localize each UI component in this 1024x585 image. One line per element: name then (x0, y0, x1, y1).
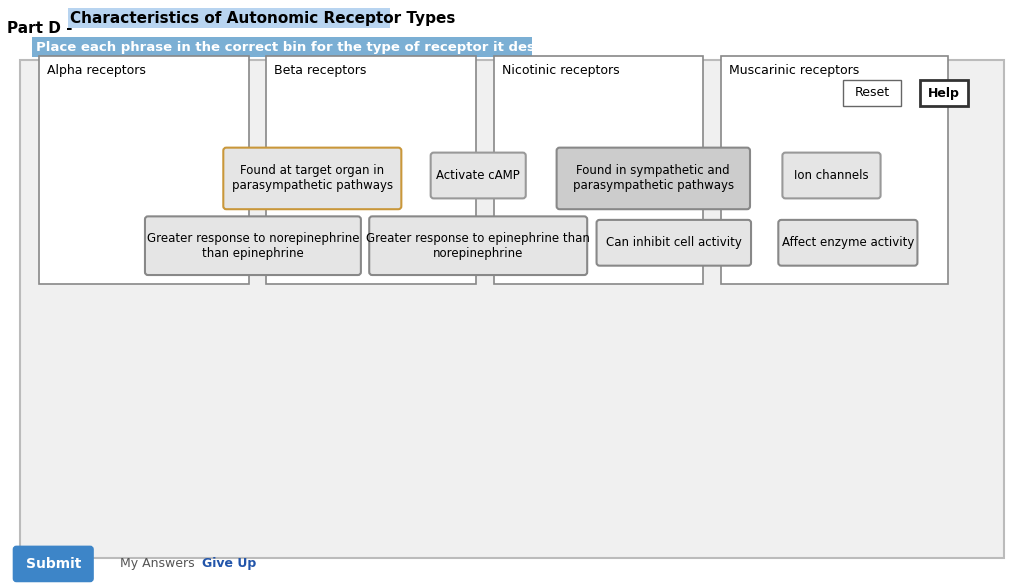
FancyBboxPatch shape (145, 216, 360, 275)
FancyBboxPatch shape (494, 56, 703, 284)
FancyBboxPatch shape (266, 56, 476, 284)
Text: Can inhibit cell activity: Can inhibit cell activity (606, 236, 741, 249)
FancyBboxPatch shape (557, 147, 750, 209)
Bar (20, 60, 1004, 558)
FancyBboxPatch shape (721, 56, 948, 284)
FancyBboxPatch shape (13, 546, 93, 581)
Text: Activate cAMP: Activate cAMP (436, 169, 520, 182)
Text: Characteristics of Autonomic Receptor Types: Characteristics of Autonomic Receptor Ty… (70, 11, 456, 26)
FancyBboxPatch shape (920, 80, 968, 106)
Bar (32, 37, 532, 57)
Text: Greater response to norepinephrine
than epinephrine: Greater response to norepinephrine than … (146, 232, 359, 260)
Text: Found in sympathetic and
parasympathetic pathways: Found in sympathetic and parasympathetic… (572, 164, 734, 192)
FancyBboxPatch shape (370, 216, 587, 275)
FancyBboxPatch shape (39, 56, 249, 284)
FancyBboxPatch shape (778, 220, 918, 266)
Text: Affect enzyme activity: Affect enzyme activity (781, 236, 914, 249)
Text: Nicotinic receptors: Nicotinic receptors (502, 64, 620, 77)
FancyBboxPatch shape (223, 147, 401, 209)
Text: Muscarinic receptors: Muscarinic receptors (729, 64, 859, 77)
Text: Found at target organ in
parasympathetic pathways: Found at target organ in parasympathetic… (231, 164, 393, 192)
Text: Alpha receptors: Alpha receptors (47, 64, 145, 77)
Bar (68, 8, 390, 28)
Text: Greater response to epinephrine than
norepinephrine: Greater response to epinephrine than nor… (367, 232, 590, 260)
Text: Beta receptors: Beta receptors (274, 64, 367, 77)
Text: Ion channels: Ion channels (795, 169, 868, 182)
FancyBboxPatch shape (782, 153, 881, 198)
Text: Give Up: Give Up (203, 558, 257, 570)
Text: My Answers: My Answers (121, 558, 195, 570)
FancyBboxPatch shape (431, 153, 525, 198)
Text: Part D -: Part D - (7, 21, 78, 36)
Text: Submit: Submit (26, 557, 81, 571)
Text: Help: Help (928, 87, 959, 99)
FancyBboxPatch shape (597, 220, 751, 266)
Text: Place each phrase in the correct bin for the type of receptor it describes.: Place each phrase in the correct bin for… (36, 40, 586, 53)
FancyBboxPatch shape (843, 80, 901, 106)
Text: Reset: Reset (854, 87, 890, 99)
